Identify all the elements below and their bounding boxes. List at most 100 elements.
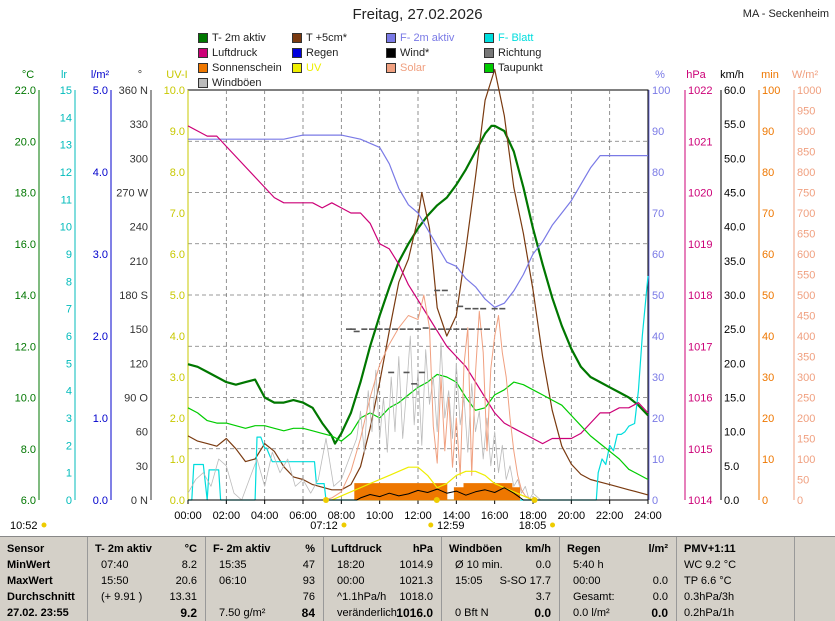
y-tick-label-lm2: 1.0 bbox=[93, 413, 108, 425]
legend-item: Richtung bbox=[484, 47, 541, 59]
y-tick-label-kmh: 60.0 bbox=[724, 85, 745, 97]
y-tick-label-temp: 8.0 bbox=[21, 444, 36, 456]
richtung-point bbox=[484, 328, 490, 330]
y-tick-label-min: 100 bbox=[762, 85, 780, 97]
richtung-point bbox=[499, 307, 506, 310]
y-tick-label-kmh: 30.0 bbox=[724, 290, 745, 302]
table-cell-label: MinWert bbox=[7, 559, 51, 571]
y-tick-label-wm2: 500 bbox=[797, 290, 815, 302]
summary-table: Sensor MinWert MaxWert Durchschnitt 27.02. 2… bbox=[0, 536, 835, 621]
table-cell-label: 07:40 bbox=[101, 559, 129, 571]
table-unit: km/h bbox=[525, 543, 551, 555]
y-tick-label-deg: 360 N bbox=[119, 85, 148, 97]
legend-swatch bbox=[292, 63, 302, 73]
series-richtung bbox=[346, 289, 506, 385]
legend-swatch bbox=[484, 48, 494, 58]
legend-swatch bbox=[386, 48, 396, 58]
legend-swatch bbox=[386, 63, 396, 73]
y-tick-label-deg: 150 bbox=[130, 324, 148, 336]
y-tick-label-uv: 8.0 bbox=[170, 167, 185, 179]
y-tick-label-wm2: 550 bbox=[797, 270, 815, 282]
table-cell-label: WC 9.2 °C bbox=[684, 559, 737, 571]
richtung-point bbox=[430, 328, 437, 330]
series-taupunkt bbox=[187, 373, 649, 481]
y-tick-label-wm2: 50 bbox=[797, 475, 809, 487]
y-tick-label-kmh: 50.0 bbox=[724, 153, 745, 165]
y-tick-label-kmh: 40.0 bbox=[724, 222, 745, 234]
richtung-point bbox=[411, 383, 418, 385]
y-tick-label-kmh: 25.0 bbox=[724, 324, 745, 336]
y-tick-label-hpa: 1017 bbox=[688, 341, 712, 353]
y-tick-label-pct: 20 bbox=[652, 413, 664, 425]
table-unit: l/m² bbox=[648, 543, 668, 555]
table-cell-label: 7.50 g/m² bbox=[219, 607, 266, 619]
y-tick-label-lr: 11 bbox=[61, 194, 72, 206]
x-tick-label: 24:00 bbox=[634, 510, 662, 522]
y-tick-label-deg: 60 bbox=[136, 427, 148, 439]
chart-series bbox=[187, 68, 649, 501]
y-tick-label-temp: 16.0 bbox=[15, 239, 36, 251]
legend-label: Luftdruck bbox=[212, 47, 258, 59]
richtung-point bbox=[346, 328, 352, 330]
table-cell-value: 0.0 bbox=[652, 591, 668, 603]
y-axis-title-pct: % bbox=[655, 69, 665, 81]
richtung-point bbox=[407, 328, 414, 330]
table-header: Luftdruck bbox=[331, 543, 382, 555]
y-tick-label-lm2: 2.0 bbox=[93, 331, 108, 343]
y-tick-label-lm2: 3.0 bbox=[93, 249, 108, 261]
table-column: T- 2m aktiv °C 07:40 8.2 15:50 20.6 (+ 9.91 ) 1… bbox=[88, 537, 206, 621]
y-tick-label-deg: 270 W bbox=[116, 188, 148, 200]
sunset-marker-icon bbox=[550, 522, 556, 528]
table-cell-value: 93 bbox=[302, 575, 315, 587]
y-tick-label-uv: 3.0 bbox=[170, 372, 185, 384]
legend-swatch bbox=[484, 33, 494, 43]
richtung-point bbox=[392, 328, 398, 330]
richtung-point bbox=[468, 328, 475, 330]
table-unit: hPa bbox=[412, 543, 433, 555]
table-cell-label: 15:05 bbox=[455, 575, 483, 587]
y-tick-label-hpa: 1020 bbox=[688, 188, 712, 200]
series-wind- bbox=[188, 487, 648, 501]
table-header: T- 2m aktiv bbox=[95, 543, 152, 555]
x-tick-label: 22:00 bbox=[596, 510, 624, 522]
y-tick-label-lr: 12 bbox=[60, 167, 72, 179]
legend-label: Wind* bbox=[400, 47, 430, 59]
y-tick-label-deg: 210 bbox=[130, 256, 148, 268]
table-column: Luftdruck hPa 18:20 1014.9 00:00 1021.3 ^1.1hP… bbox=[324, 537, 442, 621]
y-axis-title-kmh: km/h bbox=[720, 69, 744, 81]
y-tick-label-min: 60 bbox=[762, 249, 774, 261]
y-tick-label-hpa: 1016 bbox=[688, 393, 712, 405]
y-tick-label-pct: 50 bbox=[652, 290, 664, 302]
legend-label: T- 2m aktiv bbox=[212, 32, 266, 44]
chart-title: Freitag, 27.02.2026 bbox=[352, 6, 483, 23]
y-tick-label-lr: 1 bbox=[66, 468, 72, 480]
legend-swatch bbox=[386, 33, 396, 43]
table-cell-value: 8.2 bbox=[181, 559, 197, 571]
table-column: PMV+1:11 WC 9.2 °C TP 6.6 °C 0.3hPa/3h 0.2hP… bbox=[677, 537, 795, 621]
table-header: Windböen bbox=[449, 543, 503, 555]
richtung-point bbox=[349, 328, 356, 330]
legend-label: F- Blatt bbox=[498, 32, 534, 44]
table-header: F- 2m aktiv bbox=[213, 543, 271, 555]
richtung-point bbox=[476, 328, 483, 330]
y-axis-title-lm2: l/m² bbox=[91, 69, 110, 81]
legend-item: Wind* bbox=[386, 47, 429, 59]
y-tick-label-kmh: 10.0 bbox=[724, 427, 745, 439]
y-tick-label-pct: 60 bbox=[652, 249, 664, 261]
legend-label: Regen bbox=[306, 47, 339, 59]
richtung-point bbox=[438, 328, 444, 330]
y-tick-label-temp: 18.0 bbox=[15, 188, 36, 200]
table-cell-label: Ø 10 min. bbox=[455, 559, 503, 571]
richtung-point bbox=[384, 328, 391, 330]
table-header: Regen bbox=[567, 543, 601, 555]
y-tick-label-wm2: 200 bbox=[797, 413, 815, 425]
y-tick-label-hpa: 1021 bbox=[688, 136, 712, 148]
y-tick-label-pct: 90 bbox=[652, 126, 664, 138]
legend-label: UV bbox=[306, 62, 322, 74]
richtung-point bbox=[422, 327, 429, 329]
series-solar bbox=[323, 294, 535, 501]
table-cell-value: 84 bbox=[301, 606, 315, 620]
noon-marker-dot bbox=[433, 497, 440, 503]
y-tick-label-kmh: 45.0 bbox=[724, 188, 745, 200]
y-tick-label-wm2: 1000 bbox=[797, 85, 821, 97]
